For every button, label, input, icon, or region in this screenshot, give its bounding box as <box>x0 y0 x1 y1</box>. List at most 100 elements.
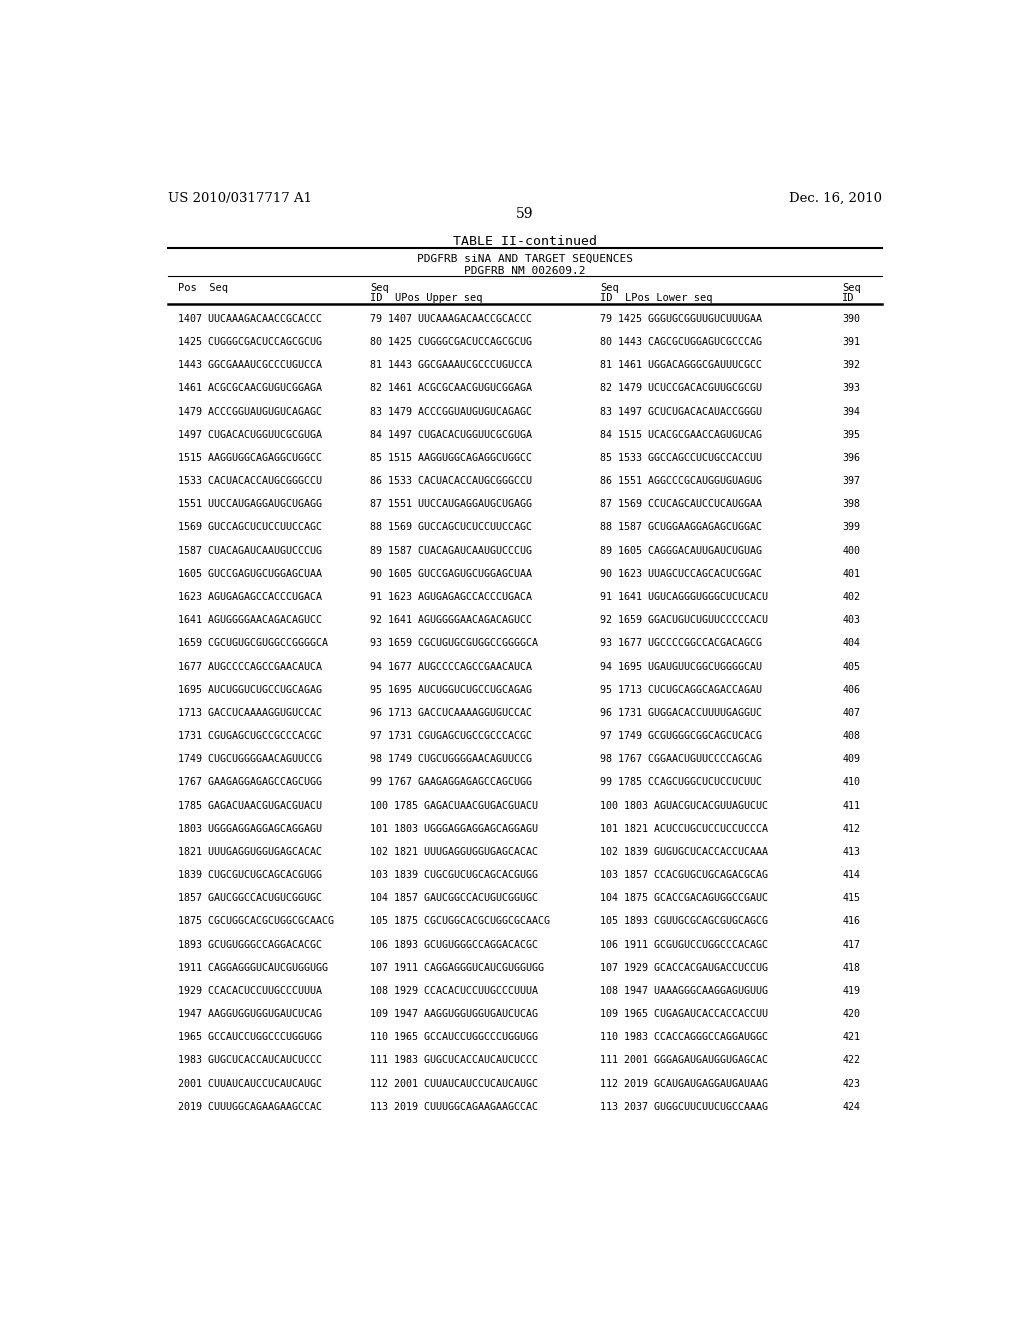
Text: 391: 391 <box>842 337 860 347</box>
Text: 1623 AGUGAGAGCCACCCUGACA: 1623 AGUGAGAGCCACCCUGACA <box>178 591 322 602</box>
Text: 404: 404 <box>842 639 860 648</box>
Text: 111 2001 GGGAGAUGAUGGUGAGCAC: 111 2001 GGGAGAUGAUGGUGAGCAC <box>600 1056 768 1065</box>
Text: 107 1929 GCACCACGAUGACCUCCUG: 107 1929 GCACCACGAUGACCUCCUG <box>600 962 768 973</box>
Text: 85 1515 AAGGUGGCAGAGGCUGGCC: 85 1515 AAGGUGGCAGAGGCUGGCC <box>370 453 532 463</box>
Text: 1785 GAGACUAACGUGACGUACU: 1785 GAGACUAACGUGACGUACU <box>178 800 322 810</box>
Text: 420: 420 <box>842 1008 860 1019</box>
Text: 95 1695 AUCUGGUCUGCCUGCAGAG: 95 1695 AUCUGGUCUGCCUGCAGAG <box>370 685 532 694</box>
Text: 108 1929 CCACACUCCUUGCCCUUUA: 108 1929 CCACACUCCUUGCCCUUUA <box>370 986 538 997</box>
Text: 1587 CUACAGAUCAAUGUCCCUG: 1587 CUACAGAUCAAUGUCCCUG <box>178 545 322 556</box>
Text: 100 1803 AGUACGUCACGUUAGUCUC: 100 1803 AGUACGUCACGUUAGUCUC <box>600 800 768 810</box>
Text: 1515 AAGGUGGCAGAGGCUGGCC: 1515 AAGGUGGCAGAGGCUGGCC <box>178 453 322 463</box>
Text: 87 1569 CCUCAGCAUCCUCAUGGAA: 87 1569 CCUCAGCAUCCUCAUGGAA <box>600 499 762 510</box>
Text: 1857 GAUCGGCCACUGUCGGUGC: 1857 GAUCGGCCACUGUCGGUGC <box>178 894 322 903</box>
Text: 88 1587 GCUGGAAGGAGAGCUGGAC: 88 1587 GCUGGAAGGAGAGCUGGAC <box>600 523 762 532</box>
Text: Pos  Seq: Pos Seq <box>178 284 228 293</box>
Text: 80 1443 CAGCGCUGGAGUCGCCCAG: 80 1443 CAGCGCUGGAGUCGCCCAG <box>600 337 762 347</box>
Text: 81 1461 UGGACAGGGCGAUUUCGCC: 81 1461 UGGACAGGGCGAUUUCGCC <box>600 360 762 370</box>
Text: 1695 AUCUGGUCUGCCUGCAGAG: 1695 AUCUGGUCUGCCUGCAGAG <box>178 685 322 694</box>
Text: 102 1821 UUUGAGGUGGUGAGCACAC: 102 1821 UUUGAGGUGGUGAGCACAC <box>370 847 538 857</box>
Text: 92 1641 AGUGGGGAACAGACAGUCC: 92 1641 AGUGGGGAACAGACAGUCC <box>370 615 532 626</box>
Text: 82 1479 UCUCCGACACGUUGCGCGU: 82 1479 UCUCCGACACGUUGCGCGU <box>600 383 762 393</box>
Text: 101 1803 UGGGAGGAGGAGCAGGAGU: 101 1803 UGGGAGGAGGAGCAGGAGU <box>370 824 538 834</box>
Text: 393: 393 <box>842 383 860 393</box>
Text: 424: 424 <box>842 1102 860 1111</box>
Text: 395: 395 <box>842 430 860 440</box>
Text: 408: 408 <box>842 731 860 741</box>
Text: 109 1947 AAGGUGGUGGUGAUCUCAG: 109 1947 AAGGUGGUGGUGAUCUCAG <box>370 1008 538 1019</box>
Text: 1893 GCUGUGGGCCAGGACACGC: 1893 GCUGUGGGCCAGGACACGC <box>178 940 322 949</box>
Text: 1443 GGCGAAAUCGCCCUGUCCA: 1443 GGCGAAAUCGCCCUGUCCA <box>178 360 322 370</box>
Text: 397: 397 <box>842 477 860 486</box>
Text: 411: 411 <box>842 800 860 810</box>
Text: 403: 403 <box>842 615 860 626</box>
Text: 409: 409 <box>842 754 860 764</box>
Text: Seq: Seq <box>370 284 389 293</box>
Text: 396: 396 <box>842 453 860 463</box>
Text: 1749 CUGCUGGGGAACAGUUCCG: 1749 CUGCUGGGGAACAGUUCCG <box>178 754 322 764</box>
Text: ID  UPos Upper seq: ID UPos Upper seq <box>370 293 482 302</box>
Text: 421: 421 <box>842 1032 860 1043</box>
Text: 1641 AGUGGGGAACAGACAGUCC: 1641 AGUGGGGAACAGACAGUCC <box>178 615 322 626</box>
Text: 94 1695 UGAUGUUCGGCUGGGGCAU: 94 1695 UGAUGUUCGGCUGGGGCAU <box>600 661 762 672</box>
Text: 84 1515 UCACGCGAACCAGUGUCAG: 84 1515 UCACGCGAACCAGUGUCAG <box>600 430 762 440</box>
Text: 1803 UGGGAGGAGGAGCAGGAGU: 1803 UGGGAGGAGGAGCAGGAGU <box>178 824 322 834</box>
Text: Seq: Seq <box>842 284 861 293</box>
Text: 1605 GUCCGAGUGCUGGAGCUAA: 1605 GUCCGAGUGCUGGAGCUAA <box>178 569 322 579</box>
Text: 85 1533 GGCCAGCCUCUGCCACCUU: 85 1533 GGCCAGCCUCUGCCACCUU <box>600 453 762 463</box>
Text: 390: 390 <box>842 314 860 323</box>
Text: 107 1911 CAGGAGGGUCAUCGUGGUGG: 107 1911 CAGGAGGGUCAUCGUGGUGG <box>370 962 544 973</box>
Text: 109 1965 CUGAGAUCACCACCACCUU: 109 1965 CUGAGAUCACCACCACCUU <box>600 1008 768 1019</box>
Text: 113 2019 CUUUGGCAGAAGAAGCCAC: 113 2019 CUUUGGCAGAAGAAGCCAC <box>370 1102 538 1111</box>
Text: ID: ID <box>842 293 855 302</box>
Text: PDGFRB siNA AND TARGET SEQUENCES: PDGFRB siNA AND TARGET SEQUENCES <box>417 253 633 264</box>
Text: 105 1893 CGUUGCGCAGCGUGCAGCG: 105 1893 CGUUGCGCAGCGUGCAGCG <box>600 916 768 927</box>
Text: 1731 CGUGAGCUGCCGCCCACGC: 1731 CGUGAGCUGCCGCCCACGC <box>178 731 322 741</box>
Text: 104 1875 GCACCGACAGUGGCCGAUC: 104 1875 GCACCGACAGUGGCCGAUC <box>600 894 768 903</box>
Text: 83 1479 ACCCGGUAUGUGUCAGAGC: 83 1479 ACCCGGUAUGUGUCAGAGC <box>370 407 532 417</box>
Text: 422: 422 <box>842 1056 860 1065</box>
Text: Dec. 16, 2010: Dec. 16, 2010 <box>788 191 882 205</box>
Text: 106 1893 GCUGUGGGCCAGGACACGC: 106 1893 GCUGUGGGCCAGGACACGC <box>370 940 538 949</box>
Text: 98 1767 CGGAACUGUUCCCCAGCAG: 98 1767 CGGAACUGUUCCCCAGCAG <box>600 754 762 764</box>
Text: 1461 ACGCGCAACGUGUCGGAGA: 1461 ACGCGCAACGUGUCGGAGA <box>178 383 322 393</box>
Text: 110 1965 GCCAUCCUGGCCCUGGUGG: 110 1965 GCCAUCCUGGCCCUGGUGG <box>370 1032 538 1043</box>
Text: 108 1947 UAAAGGGCAAGGAGUGUUG: 108 1947 UAAAGGGCAAGGAGUGUUG <box>600 986 768 997</box>
Text: 416: 416 <box>842 916 860 927</box>
Text: 418: 418 <box>842 962 860 973</box>
Text: 1821 UUUGAGGUGGUGAGCACAC: 1821 UUUGAGGUGGUGAGCACAC <box>178 847 322 857</box>
Text: 92 1659 GGACUGUCUGUUCCCCCACU: 92 1659 GGACUGUCUGUUCCCCCACU <box>600 615 768 626</box>
Text: PDGFRB NM_002609.2: PDGFRB NM_002609.2 <box>464 265 586 276</box>
Text: 400: 400 <box>842 545 860 556</box>
Text: 1713 GACCUCAAAAGGUGUCCAC: 1713 GACCUCAAAAGGUGUCCAC <box>178 708 322 718</box>
Text: 1983 GUGCUCACCAUCAUCUCCC: 1983 GUGCUCACCAUCAUCUCCC <box>178 1056 322 1065</box>
Text: 392: 392 <box>842 360 860 370</box>
Text: 93 1659 CGCUGUGCGUGGCCGGGGCA: 93 1659 CGCUGUGCGUGGCCGGGGCA <box>370 639 538 648</box>
Text: 423: 423 <box>842 1078 860 1089</box>
Text: 79 1425 GGGUGCGGUUGUCUUUGAA: 79 1425 GGGUGCGGUUGUCUUUGAA <box>600 314 762 323</box>
Text: 112 2001 CUUAUCAUCCUCAUCAUGC: 112 2001 CUUAUCAUCCUCAUCAUGC <box>370 1078 538 1089</box>
Text: 59: 59 <box>516 207 534 222</box>
Text: 80 1425 CUGGGCGACUCCAGCGCUG: 80 1425 CUGGGCGACUCCAGCGCUG <box>370 337 532 347</box>
Text: 95 1713 CUCUGCAGGCAGACCAGAU: 95 1713 CUCUGCAGGCAGACCAGAU <box>600 685 762 694</box>
Text: 84 1497 CUGACACUGGUUCGCGUGA: 84 1497 CUGACACUGGUUCGCGUGA <box>370 430 532 440</box>
Text: 87 1551 UUCCAUGAGGAUGCUGAGG: 87 1551 UUCCAUGAGGAUGCUGAGG <box>370 499 532 510</box>
Text: 113 2037 GUGGCUUCUUCUGCCAAAG: 113 2037 GUGGCUUCUUCUGCCAAAG <box>600 1102 768 1111</box>
Text: 102 1839 GUGUGCUCACCACCUCAAA: 102 1839 GUGUGCUCACCACCUCAAA <box>600 847 768 857</box>
Text: 93 1677 UGCCCCGGCCACGACAGCG: 93 1677 UGCCCCGGCCACGACAGCG <box>600 639 762 648</box>
Text: 1965 GCCAUCCUGGCCCUGGUGG: 1965 GCCAUCCUGGCCCUGGUGG <box>178 1032 322 1043</box>
Text: 96 1713 GACCUCAAAAGGUGUCCAC: 96 1713 GACCUCAAAAGGUGUCCAC <box>370 708 532 718</box>
Text: 1497 CUGACACUGGUUCGCGUGA: 1497 CUGACACUGGUUCGCGUGA <box>178 430 322 440</box>
Text: 419: 419 <box>842 986 860 997</box>
Text: Seq: Seq <box>600 284 618 293</box>
Text: 89 1587 CUACAGAUCAAUGUCCCUG: 89 1587 CUACAGAUCAAUGUCCCUG <box>370 545 532 556</box>
Text: 90 1623 UUAGCUCCAGCACUCGGAC: 90 1623 UUAGCUCCAGCACUCGGAC <box>600 569 762 579</box>
Text: 86 1533 CACUACACCAUGCGGGCCU: 86 1533 CACUACACCAUGCGGGCCU <box>370 477 532 486</box>
Text: 398: 398 <box>842 499 860 510</box>
Text: 1569 GUCCAGCUCUCCUUCCAGC: 1569 GUCCAGCUCUCCUUCCAGC <box>178 523 322 532</box>
Text: 106 1911 GCGUGUCCUGGCCCACAGC: 106 1911 GCGUGUCCUGGCCCACAGC <box>600 940 768 949</box>
Text: 412: 412 <box>842 824 860 834</box>
Text: 99 1767 GAAGAGGAGAGCCAGCUGG: 99 1767 GAAGAGGAGAGCCAGCUGG <box>370 777 532 788</box>
Text: 81 1443 GGCGAAAUCGCCCUGUCCA: 81 1443 GGCGAAAUCGCCCUGUCCA <box>370 360 532 370</box>
Text: 399: 399 <box>842 523 860 532</box>
